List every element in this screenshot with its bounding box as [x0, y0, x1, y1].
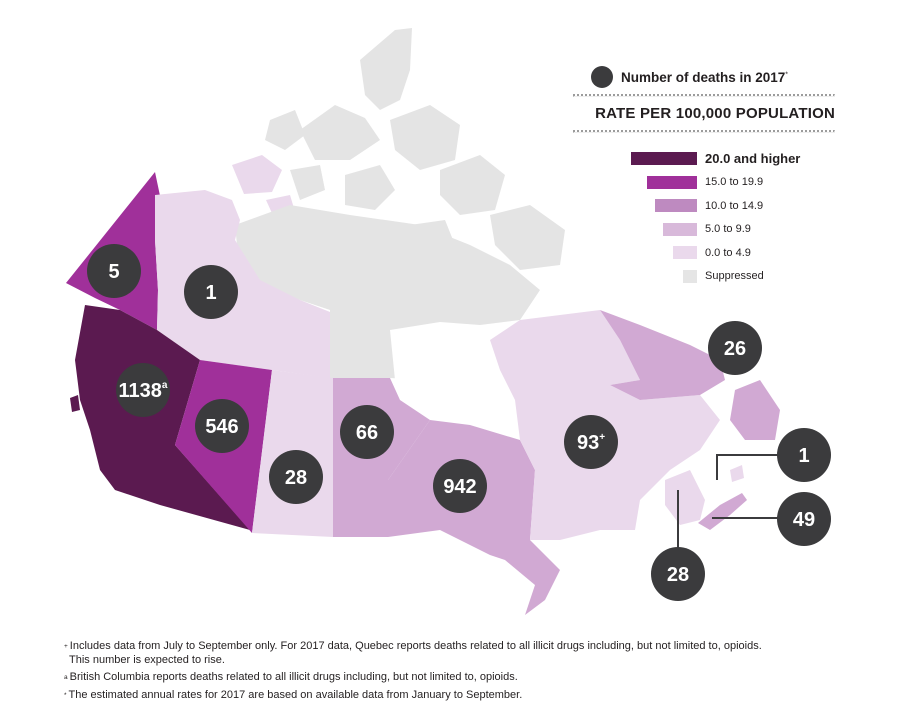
death-bubble-circle	[651, 547, 705, 601]
legend-count-row: Number of deaths in 2017*	[573, 60, 835, 94]
legend-swatch	[655, 199, 697, 213]
death-count-label: 26	[724, 338, 746, 360]
death-count-label: 1	[798, 445, 809, 467]
region-prince-edward-island	[730, 465, 744, 482]
death-count-label: 66	[356, 422, 378, 444]
region-nunavut	[235, 205, 540, 380]
region-nova-scotia	[698, 493, 747, 530]
death-bubble-circle	[777, 492, 831, 546]
death-bubble-circle	[184, 265, 238, 319]
footnotes: + Includes data from July to September on…	[64, 640, 864, 706]
legend-divider-bottom	[573, 130, 835, 133]
canada-map: 1138a 5 1 546 28 66 942 93+ 26 1 49 28	[66, 28, 831, 615]
death-count-label: 49	[793, 509, 815, 531]
death-bubble: 942	[433, 459, 487, 513]
region-british-columbia	[75, 305, 250, 530]
legend-swatch	[663, 222, 697, 236]
death-count-label: 28	[285, 467, 307, 489]
death-bubble: 26	[708, 321, 762, 375]
death-bubble: 1	[184, 265, 238, 319]
death-bubble-circle	[195, 399, 249, 453]
legend-items: 20.0 and higher 15.0 to 19.9 10.0 to 14.9 5…	[573, 133, 835, 288]
legend-item: 5.0 to 9.9	[573, 218, 835, 242]
death-count-bubbles: 1138a 5 1 546 28 66 942 93+ 26 1 49 28	[87, 244, 831, 601]
legend-item: 0.0 to 4.9	[573, 241, 835, 265]
footnote: a British Columbia reports deaths related…	[64, 671, 518, 683]
death-count-label: 1	[205, 282, 216, 304]
legend-divider-top	[573, 94, 835, 97]
death-bubble: 1138a	[116, 363, 170, 417]
hudson-bay	[390, 322, 500, 410]
legend-item-label: 10.0 to 14.9	[705, 199, 764, 212]
death-bubble-circle	[87, 244, 141, 298]
legend-item-label: Suppressed	[705, 270, 764, 283]
death-bubble: 1	[777, 428, 831, 482]
death-count-label: 546	[205, 416, 238, 438]
death-bubble-circle	[340, 405, 394, 459]
region-ontario	[388, 420, 560, 615]
death-bubble-circle	[433, 459, 487, 513]
death-bubble: 5	[87, 244, 141, 298]
legend-item: 10.0 to 14.9	[573, 194, 835, 218]
legend-swatch	[683, 269, 697, 283]
legend-swatch	[673, 246, 697, 260]
legend-item-label: 0.0 to 4.9	[705, 246, 751, 259]
region-northwest-territories	[155, 190, 330, 378]
death-bubble: 28	[651, 547, 705, 601]
legend-item: Suppressed	[573, 265, 835, 289]
leader-lines	[677, 454, 778, 548]
death-count-label: 1138a	[119, 380, 168, 402]
death-count-label: 5	[108, 261, 119, 283]
death-bubble-circle	[269, 450, 323, 504]
legend-item: 20.0 and higher	[573, 147, 835, 171]
legend-item-label: 15.0 to 19.9	[705, 176, 764, 189]
death-bubble-circle	[116, 363, 170, 417]
legend-item-label: 20.0 and higher	[705, 151, 801, 167]
death-bubble: 66	[340, 405, 394, 459]
legend-swatch	[631, 152, 697, 166]
legend-item: 15.0 to 19.9	[573, 171, 835, 195]
death-count-label: 93+	[577, 432, 605, 454]
deaths-circle-icon	[591, 66, 613, 88]
death-bubble-circle	[564, 415, 618, 469]
footnote: * The estimated annual rates for 2017 are…	[64, 688, 523, 701]
legend: Number of deaths in 2017* RATE PER 100,0…	[573, 60, 835, 288]
region-bc-island	[70, 395, 80, 412]
legend-item-label: 5.0 to 9.9	[705, 223, 751, 236]
legend-swatch	[647, 175, 697, 189]
region-newfoundland	[730, 380, 780, 440]
death-bubble: 93+	[564, 415, 618, 469]
region-labrador	[600, 310, 725, 400]
death-bubble-circle	[777, 428, 831, 482]
footnote: + Includes data from July to September on…	[64, 640, 762, 666]
region-new-brunswick	[665, 470, 705, 525]
death-bubble: 546	[195, 399, 249, 453]
death-count-label: 942	[443, 476, 476, 498]
legend-title: RATE PER 100,000 POPULATION	[595, 105, 835, 122]
legend-count-label: Number of deaths in 2017*	[621, 69, 789, 85]
death-bubble: 28	[269, 450, 323, 504]
death-count-label: 28	[667, 564, 689, 586]
death-bubble-circle	[708, 321, 762, 375]
death-bubble: 49	[777, 492, 831, 546]
